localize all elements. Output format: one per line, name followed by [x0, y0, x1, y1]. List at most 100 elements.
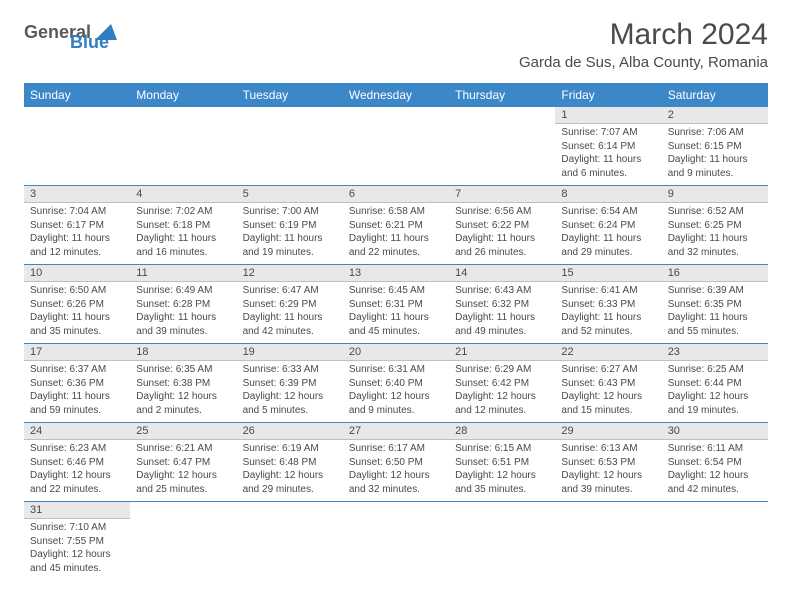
day-detail: Sunrise: 6:43 AMSunset: 6:32 PMDaylight:… [449, 282, 555, 340]
day-detail: Sunrise: 6:15 AMSunset: 6:51 PMDaylight:… [449, 440, 555, 498]
day-number: 23 [662, 344, 768, 361]
sunset-text: Sunset: 6:35 PM [668, 298, 762, 312]
weekday-header: Tuesday [237, 83, 343, 107]
day-number: 17 [24, 344, 130, 361]
sunrise-text: Sunrise: 6:50 AM [30, 284, 124, 298]
day-detail: Sunrise: 6:56 AMSunset: 6:22 PMDaylight:… [449, 203, 555, 261]
sunrise-text: Sunrise: 7:00 AM [243, 205, 337, 219]
day-detail: Sunrise: 6:52 AMSunset: 6:25 PMDaylight:… [662, 203, 768, 261]
sunrise-text: Sunrise: 6:41 AM [561, 284, 655, 298]
calendar-day-cell [130, 107, 236, 185]
daylight-text: Daylight: 12 hours and 25 minutes. [136, 469, 230, 496]
calendar-day-cell: 7Sunrise: 6:56 AMSunset: 6:22 PMDaylight… [449, 186, 555, 264]
calendar-day-cell: 14Sunrise: 6:43 AMSunset: 6:32 PMDayligh… [449, 265, 555, 343]
sunset-text: Sunset: 6:47 PM [136, 456, 230, 470]
day-detail: Sunrise: 7:06 AMSunset: 6:15 PMDaylight:… [662, 124, 768, 182]
sunset-text: Sunset: 6:28 PM [136, 298, 230, 312]
daylight-text: Daylight: 12 hours and 35 minutes. [455, 469, 549, 496]
sunset-text: Sunset: 6:44 PM [668, 377, 762, 391]
day-detail: Sunrise: 6:13 AMSunset: 6:53 PMDaylight:… [555, 440, 661, 498]
day-number: 20 [343, 344, 449, 361]
calendar-day-cell [555, 502, 661, 580]
day-detail [237, 111, 343, 115]
sunset-text: Sunset: 6:25 PM [668, 219, 762, 233]
day-detail: Sunrise: 7:00 AMSunset: 6:19 PMDaylight:… [237, 203, 343, 261]
title-block: March 2024 Garda de Sus, Alba County, Ro… [519, 18, 768, 71]
calendar-week-row: 1Sunrise: 7:07 AMSunset: 6:14 PMDaylight… [24, 107, 768, 185]
daylight-text: Daylight: 12 hours and 5 minutes. [243, 390, 337, 417]
sunrise-text: Sunrise: 6:33 AM [243, 363, 337, 377]
day-number: 3 [24, 186, 130, 203]
weekday-header-row: SundayMondayTuesdayWednesdayThursdayFrid… [24, 83, 768, 107]
calendar-day-cell: 17Sunrise: 6:37 AMSunset: 6:36 PMDayligh… [24, 344, 130, 422]
calendar-day-cell [343, 502, 449, 580]
sunset-text: Sunset: 6:29 PM [243, 298, 337, 312]
sunrise-text: Sunrise: 7:04 AM [30, 205, 124, 219]
daylight-text: Daylight: 12 hours and 22 minutes. [30, 469, 124, 496]
day-detail: Sunrise: 6:11 AMSunset: 6:54 PMDaylight:… [662, 440, 768, 498]
daylight-text: Daylight: 11 hours and 32 minutes. [668, 232, 762, 259]
sunrise-text: Sunrise: 6:25 AM [668, 363, 762, 377]
calendar-day-cell: 23Sunrise: 6:25 AMSunset: 6:44 PMDayligh… [662, 344, 768, 422]
day-number: 8 [555, 186, 661, 203]
daylight-text: Daylight: 12 hours and 42 minutes. [668, 469, 762, 496]
day-detail [24, 111, 130, 115]
day-detail: Sunrise: 6:33 AMSunset: 6:39 PMDaylight:… [237, 361, 343, 419]
sunrise-text: Sunrise: 6:29 AM [455, 363, 549, 377]
calendar-day-cell: 2Sunrise: 7:06 AMSunset: 6:15 PMDaylight… [662, 107, 768, 185]
daylight-text: Daylight: 11 hours and 35 minutes. [30, 311, 124, 338]
calendar-day-cell [449, 502, 555, 580]
day-detail [449, 111, 555, 115]
calendar-day-cell: 27Sunrise: 6:17 AMSunset: 6:50 PMDayligh… [343, 423, 449, 501]
day-number: 28 [449, 423, 555, 440]
weekday-header: Saturday [662, 83, 768, 107]
sunrise-text: Sunrise: 6:13 AM [561, 442, 655, 456]
daylight-text: Daylight: 12 hours and 12 minutes. [455, 390, 549, 417]
sunrise-text: Sunrise: 6:43 AM [455, 284, 549, 298]
day-number: 10 [24, 265, 130, 282]
day-detail [662, 506, 768, 510]
day-number: 31 [24, 502, 130, 519]
daylight-text: Daylight: 11 hours and 39 minutes. [136, 311, 230, 338]
sunrise-text: Sunrise: 6:52 AM [668, 205, 762, 219]
location-label: Garda de Sus, Alba County, Romania [519, 54, 768, 71]
calendar-week-row: 10Sunrise: 6:50 AMSunset: 6:26 PMDayligh… [24, 265, 768, 343]
day-detail: Sunrise: 6:58 AMSunset: 6:21 PMDaylight:… [343, 203, 449, 261]
sunset-text: Sunset: 6:42 PM [455, 377, 549, 391]
sunrise-text: Sunrise: 6:54 AM [561, 205, 655, 219]
daylight-text: Daylight: 12 hours and 2 minutes. [136, 390, 230, 417]
day-detail: Sunrise: 6:19 AMSunset: 6:48 PMDaylight:… [237, 440, 343, 498]
day-detail [130, 506, 236, 510]
day-detail: Sunrise: 6:45 AMSunset: 6:31 PMDaylight:… [343, 282, 449, 340]
sunrise-text: Sunrise: 6:47 AM [243, 284, 337, 298]
day-number: 18 [130, 344, 236, 361]
calendar-day-cell: 24Sunrise: 6:23 AMSunset: 6:46 PMDayligh… [24, 423, 130, 501]
day-number: 26 [237, 423, 343, 440]
sunset-text: Sunset: 6:43 PM [561, 377, 655, 391]
calendar-day-cell: 31Sunrise: 7:10 AMSunset: 7:55 PMDayligh… [24, 502, 130, 580]
sunset-text: Sunset: 6:19 PM [243, 219, 337, 233]
calendar-day-cell [449, 107, 555, 185]
sunset-text: Sunset: 6:24 PM [561, 219, 655, 233]
day-number: 27 [343, 423, 449, 440]
calendar-day-cell [237, 502, 343, 580]
sunrise-text: Sunrise: 6:37 AM [30, 363, 124, 377]
sunset-text: Sunset: 6:48 PM [243, 456, 337, 470]
sunset-text: Sunset: 6:33 PM [561, 298, 655, 312]
calendar-day-cell [24, 107, 130, 185]
sunrise-text: Sunrise: 6:21 AM [136, 442, 230, 456]
sunrise-text: Sunrise: 6:23 AM [30, 442, 124, 456]
calendar-week-row: 31Sunrise: 7:10 AMSunset: 7:55 PMDayligh… [24, 502, 768, 580]
daylight-text: Daylight: 11 hours and 42 minutes. [243, 311, 337, 338]
sunrise-text: Sunrise: 7:02 AM [136, 205, 230, 219]
calendar-day-cell: 1Sunrise: 7:07 AMSunset: 6:14 PMDaylight… [555, 107, 661, 185]
calendar-day-cell: 25Sunrise: 6:21 AMSunset: 6:47 PMDayligh… [130, 423, 236, 501]
month-title: March 2024 [519, 18, 768, 52]
sunrise-text: Sunrise: 6:31 AM [349, 363, 443, 377]
sunrise-text: Sunrise: 6:11 AM [668, 442, 762, 456]
calendar-day-cell: 18Sunrise: 6:35 AMSunset: 6:38 PMDayligh… [130, 344, 236, 422]
weekday-header: Monday [130, 83, 236, 107]
day-number: 30 [662, 423, 768, 440]
daylight-text: Daylight: 11 hours and 22 minutes. [349, 232, 443, 259]
calendar-day-cell: 22Sunrise: 6:27 AMSunset: 6:43 PMDayligh… [555, 344, 661, 422]
